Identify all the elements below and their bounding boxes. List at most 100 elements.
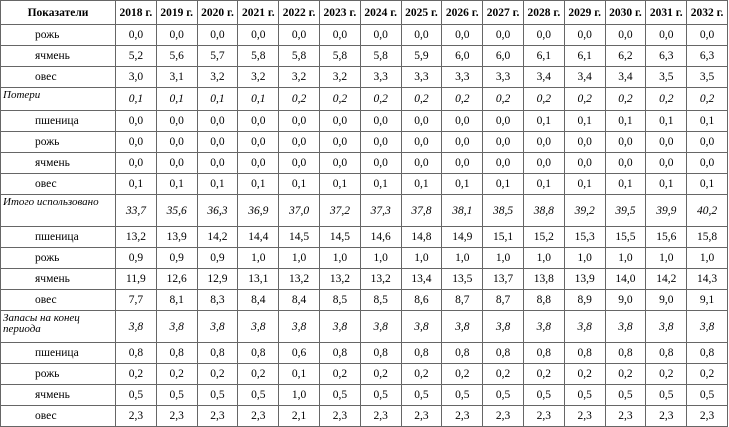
cell-value: 0,5 [645,384,688,406]
cell-value: 1,0 [522,247,565,269]
cell-value: 1,0 [359,247,402,269]
cell-value: 36,3 [196,194,239,227]
indicator-header: Показатели [0,0,116,25]
cell-value: 8,7 [482,289,524,311]
cell-value: 0,8 [155,342,198,364]
cell-value: 0,2 [115,363,157,385]
cell-value: 0,1 [318,173,361,195]
cell-value: 1,0 [686,247,728,269]
cell-value: 6,1 [563,45,606,67]
cell-value: 0,1 [278,173,320,195]
item-row: ячмень 11,9 12,6 12,9 13,1 13,2 13,2 13,2 13,4 13… [0,268,728,290]
cell-value: 0,0 [686,152,728,174]
item-row: овес 0,1 0,1 0,1 0,1 0,1 0,1 0,1 0,1 0,1 0,1 0,1 0,1… [0,173,728,195]
cell-value: 0,0 [115,110,157,132]
cell-value: 0,8 [237,342,280,364]
cell-value: 37,8 [400,194,443,227]
cell-value: 15,8 [686,226,728,248]
row-label: ячмень [0,152,116,174]
year-header: 2027 г. [482,0,524,25]
cell-value: 35,6 [155,194,198,227]
cell-value: 0,8 [522,342,565,364]
cell-value: 8,5 [359,289,402,311]
cell-value: 1,0 [318,247,361,269]
year-header: 2018 г. [115,0,157,25]
cell-value: 0,8 [196,342,239,364]
cell-value: 8,4 [237,289,280,311]
cell-value: 13,2 [359,268,402,290]
row-label: ячмень [0,45,116,67]
cell-value: 0,5 [196,384,239,406]
cell-value: 14,2 [645,268,688,290]
cell-value: 0,1 [686,110,728,132]
year-header: 2029 г. [563,0,606,25]
cell-value: 0,6 [278,342,320,364]
cell-value: 14,8 [400,226,443,248]
cell-value: 39,9 [645,194,688,227]
cell-value: 1,0 [563,247,606,269]
cell-value: 0,2 [522,363,565,385]
cell-value: 5,8 [237,45,280,67]
cell-value: 0,0 [278,131,320,153]
cell-value: 0,2 [318,363,361,385]
cell-value: 0,0 [441,152,484,174]
cell-value: 0,1 [522,110,565,132]
cell-value: 6,0 [482,45,524,67]
cell-value: 0,2 [563,363,606,385]
cell-value: 0,2 [318,87,361,111]
cell-value: 40,2 [686,194,728,227]
cell-value: 13,7 [482,268,524,290]
cell-value: 5,8 [278,45,320,67]
cell-value: 0,2 [400,87,443,111]
cell-value: 0,0 [686,24,728,46]
cell-value: 0,1 [196,173,239,195]
cell-value: 0,0 [278,152,320,174]
cell-value: 1,0 [278,247,320,269]
item-row: рожь 0,2 0,2 0,2 0,2 0,1 0,2 0,2 0,2 0,2 0,2 0,2 0,2… [0,363,728,385]
cell-value: 0,5 [359,384,402,406]
cell-value: 0,8 [482,342,524,364]
row-label: ячмень [0,384,116,406]
cell-value: 9,0 [604,289,647,311]
cell-value: 2,3 [522,405,565,427]
cell-value: 0,0 [482,24,524,46]
cell-value: 0,1 [686,173,728,195]
cell-value: 2,1 [278,405,320,427]
cell-value: 3,8 [359,310,402,343]
cell-value: 1,0 [645,247,688,269]
year-header: 2019 г. [155,0,198,25]
cell-value: 0,0 [645,24,688,46]
cell-value: 0,5 [563,384,606,406]
cell-value: 3,8 [604,310,647,343]
year-header: 2032 г. [686,0,728,25]
cell-value: 0,8 [400,342,443,364]
cell-value: 0,2 [196,363,239,385]
cell-value: 0,1 [359,173,402,195]
cell-value: 14,4 [237,226,280,248]
cell-value: 0,2 [604,87,647,111]
cell-value: 0,0 [359,131,402,153]
cell-value: 0,0 [318,110,361,132]
cell-value: 0,2 [278,87,320,111]
year-header: 2020 г. [196,0,239,25]
cell-value: 0,2 [400,363,443,385]
item-row: овес 2,3 2,3 2,3 2,3 2,1 2,3 2,3 2,3 2,3 2,3 2,3 2,3… [0,405,728,427]
cell-value: 3,5 [686,66,728,88]
cell-value: 0,0 [196,110,239,132]
cell-value: 13,9 [563,268,606,290]
row-label: Запасы на конец периода [0,310,116,343]
group-row: Потери 0,1 0,1 0,1 0,1 0,2 0,2 0,2 0,2 0,2 0,2 0,2 0… [0,87,728,111]
year-header: 2023 г. [318,0,361,25]
cell-value: 0,5 [604,384,647,406]
cell-value: 0,1 [115,173,157,195]
cell-value: 5,9 [400,45,443,67]
cell-value: 3,4 [604,66,647,88]
group-row: Итого использовано 33,7 35,6 36,3 36,9 37,0 37… [0,194,728,227]
cell-value: 0,0 [318,131,361,153]
cell-value: 0,2 [359,87,402,111]
cell-value: 0,1 [441,173,484,195]
cell-value: 14,6 [359,226,402,248]
cell-value: 3,2 [196,66,239,88]
cell-value: 0,8 [645,342,688,364]
